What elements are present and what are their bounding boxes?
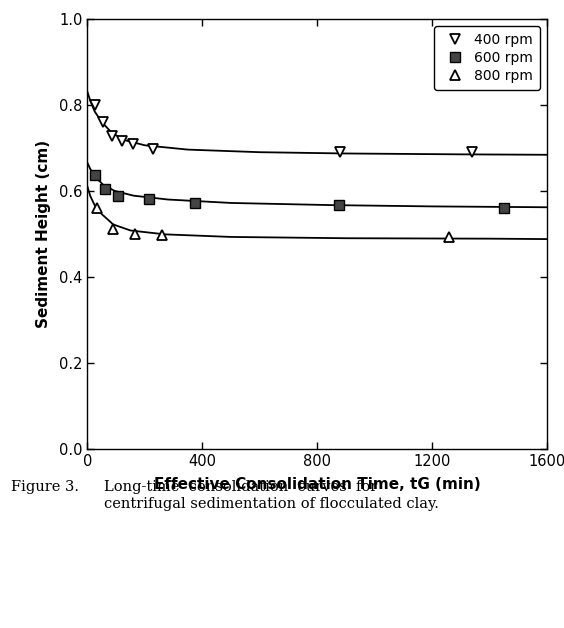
Text: Figure 3.: Figure 3.	[11, 480, 80, 494]
X-axis label: Effective Consolidation Time, tG (min): Effective Consolidation Time, tG (min)	[154, 477, 481, 492]
Y-axis label: Sediment Height (cm): Sediment Height (cm)	[36, 140, 51, 328]
Text: Long-time  consolidation  curves  for
centrifugal sedimentation of flocculated c: Long-time consolidation curves for centr…	[104, 480, 439, 511]
Legend: 400 rpm, 600 rpm, 800 rpm: 400 rpm, 600 rpm, 800 rpm	[434, 26, 540, 90]
